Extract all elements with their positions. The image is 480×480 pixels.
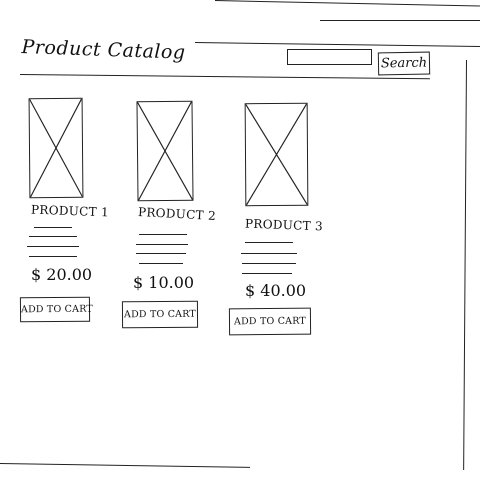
add-to-cart-button[interactable]: ADD TO CART (228, 307, 312, 336)
product-name: PRODUCT 1 (30, 202, 110, 220)
product-description-line (136, 253, 186, 254)
product-price: $ 20.00 (31, 265, 93, 284)
image-placeholder-icon (244, 102, 309, 207)
product-description-line (139, 263, 183, 264)
product-description-line (29, 256, 77, 257)
frame-top-line (214, 0, 480, 7)
header-divider (19, 74, 430, 80)
search-button[interactable]: Search (377, 51, 431, 76)
product-description-line (29, 236, 77, 237)
frame-bottom-line (0, 463, 250, 468)
product-description-line (242, 273, 292, 274)
frame-header-line (194, 42, 480, 47)
image-placeholder-icon (28, 97, 84, 199)
search-input[interactable] (287, 49, 372, 65)
frame-right-line (463, 59, 467, 470)
add-to-cart-button[interactable]: ADD TO CART (121, 300, 199, 329)
product-price: $ 10.00 (133, 273, 195, 292)
product-description-line (34, 227, 72, 228)
product-description-line (139, 234, 187, 235)
product-description-line (241, 253, 297, 254)
page-title: Product Catalog (21, 36, 186, 64)
frame-top-line-2 (320, 20, 480, 21)
product-description-line (27, 246, 79, 247)
product-price: $ 40.00 (245, 281, 307, 300)
product-name: PRODUCT 2 (137, 204, 217, 224)
image-placeholder-icon (136, 100, 194, 202)
add-to-cart-button[interactable]: ADD TO CART (19, 296, 93, 323)
product-name: PRODUCT 3 (244, 216, 324, 234)
product-description-line (242, 263, 296, 264)
product-description-line (245, 242, 293, 243)
product-description-line (136, 244, 188, 245)
